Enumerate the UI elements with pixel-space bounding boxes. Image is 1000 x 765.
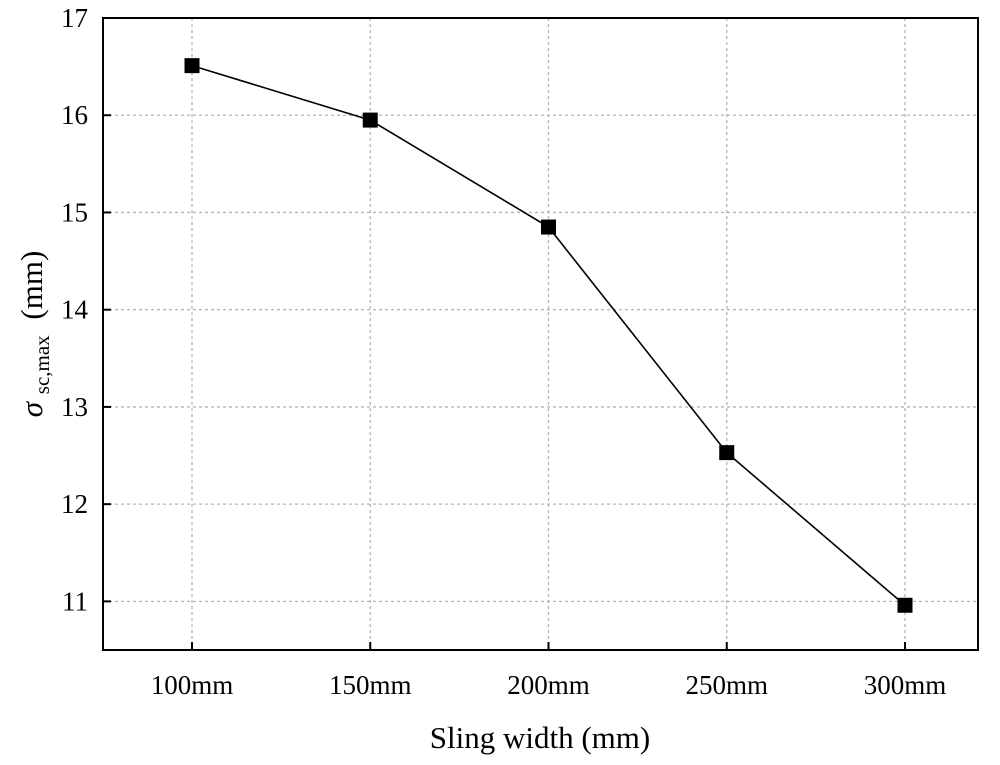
- y-axis-symbol: σ: [14, 400, 49, 417]
- x-axis-title: Sling width (mm): [430, 720, 650, 755]
- x-tick-label: 150mm: [329, 670, 412, 700]
- x-tick-label: 200mm: [507, 670, 590, 700]
- series-layer: [184, 58, 913, 613]
- grid-layer: [103, 18, 978, 650]
- y-axis-title: σ sc,max (mm): [14, 251, 56, 418]
- data-point-marker: [184, 58, 200, 74]
- data-point-marker: [541, 219, 556, 235]
- y-tick-label: 16: [61, 100, 88, 130]
- plot-frame: [102, 17, 979, 651]
- y-tick-label: 11: [62, 586, 88, 616]
- y-tick-label: 17: [61, 3, 88, 33]
- y-axis-subscript: sc,max: [30, 335, 54, 394]
- y-axis-unit: (mm): [14, 251, 49, 320]
- tick-layer: 100mm 150mm 200mm 250mm 300mm 11 12 13 14 15 16 17: [61, 3, 946, 700]
- y-tick-label: 14: [61, 295, 89, 325]
- data-point-marker: [719, 445, 735, 461]
- x-tick-label: 300mm: [864, 670, 947, 700]
- y-tick-label: 13: [61, 392, 88, 422]
- data-point-marker: [897, 597, 913, 613]
- x-tick-label: 100mm: [151, 670, 234, 700]
- x-tick-label: 250mm: [685, 670, 768, 700]
- y-tick-label: 12: [61, 489, 88, 519]
- data-point-marker: [362, 112, 378, 128]
- y-tick-label: 15: [61, 197, 88, 227]
